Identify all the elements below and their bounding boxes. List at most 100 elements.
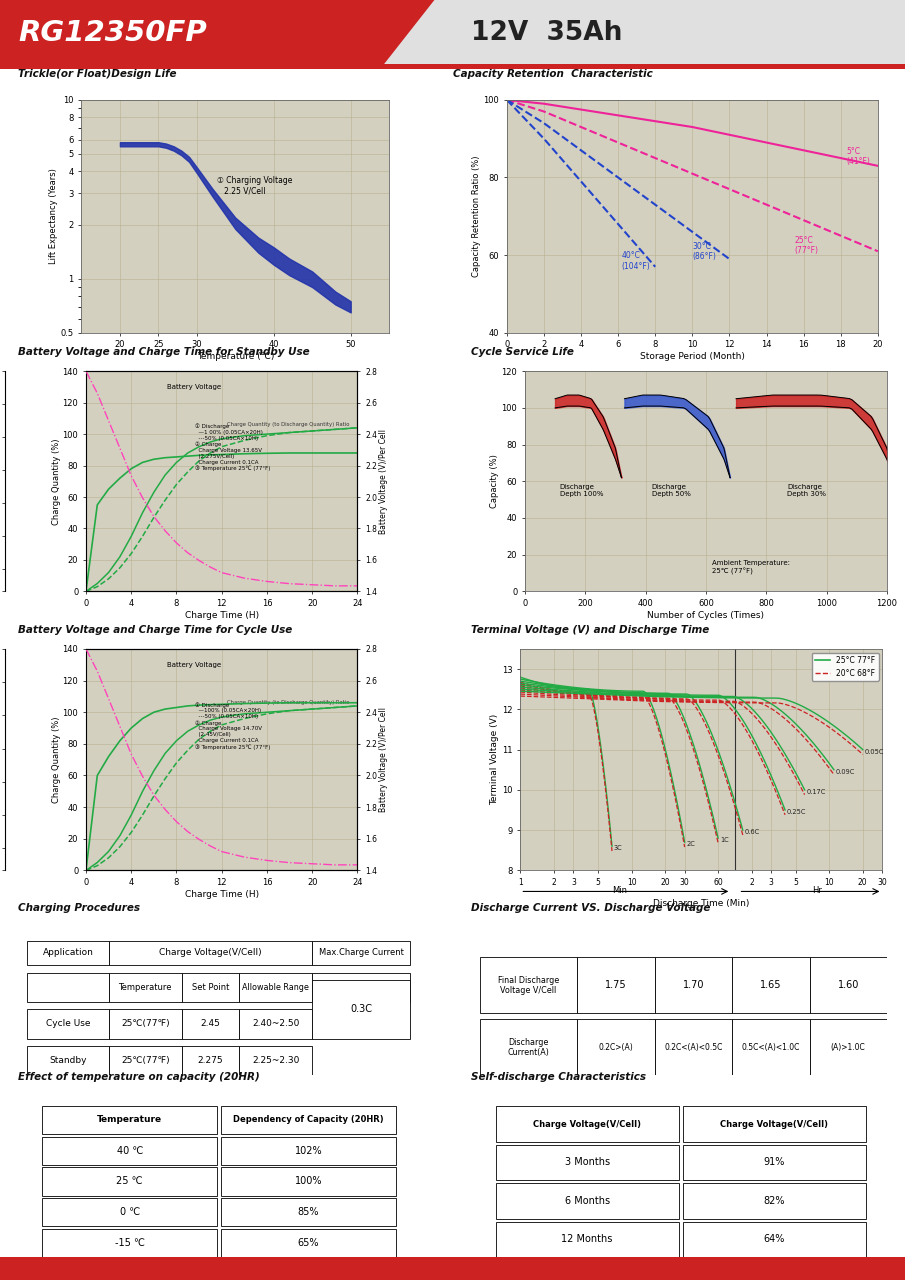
Text: 1.70: 1.70 <box>682 980 704 991</box>
Text: 2.45: 2.45 <box>201 1019 220 1028</box>
Bar <box>109 973 182 1002</box>
Y-axis label: Terminal Voltage (V): Terminal Voltage (V) <box>491 714 500 805</box>
Bar <box>496 1144 679 1180</box>
Bar <box>682 1221 866 1257</box>
Bar <box>109 1010 182 1038</box>
Text: Charge Quantity (to Discharge Quantity) Ratio: Charge Quantity (to Discharge Quantity) … <box>227 700 349 705</box>
Text: Discharge
Depth 100%: Discharge Depth 100% <box>559 484 603 497</box>
Bar <box>221 1198 395 1226</box>
Bar <box>496 1183 679 1219</box>
Text: Max.Charge Current: Max.Charge Current <box>319 948 404 957</box>
Text: Charge Quantity (to Discharge Quantity) Ratio: Charge Quantity (to Discharge Quantity) … <box>227 422 349 428</box>
Bar <box>682 1183 866 1219</box>
Text: Capacity Retention  Characteristic: Capacity Retention Characteristic <box>452 69 653 79</box>
Text: 64%: 64% <box>764 1234 785 1244</box>
Text: 82%: 82% <box>764 1196 785 1206</box>
Bar <box>655 1019 732 1075</box>
Bar <box>809 1019 887 1075</box>
Bar <box>682 1144 866 1180</box>
Text: Discharge Current VS. Discharge Voltage: Discharge Current VS. Discharge Voltage <box>471 902 710 913</box>
Text: Final Discharge
Voltage V/Cell: Final Discharge Voltage V/Cell <box>498 975 559 995</box>
Text: Charge Voltage(V/Cell): Charge Voltage(V/Cell) <box>159 948 262 957</box>
Bar <box>239 1010 312 1038</box>
Text: Battery Voltage: Battery Voltage <box>167 662 222 668</box>
Bar <box>732 1019 810 1075</box>
Text: 0.17C: 0.17C <box>806 788 826 795</box>
Bar <box>27 973 109 1002</box>
Text: Standby: Standby <box>49 1056 87 1065</box>
Bar <box>221 1106 395 1134</box>
Text: 102%: 102% <box>295 1146 322 1156</box>
Bar <box>43 1167 217 1196</box>
Y-axis label: Lift Expectancy (Years): Lift Expectancy (Years) <box>49 169 58 264</box>
Bar <box>43 1229 217 1257</box>
Bar <box>577 957 655 1014</box>
Y-axis label: Capacity Retention Ratio (%): Capacity Retention Ratio (%) <box>472 156 481 276</box>
Text: 1.60: 1.60 <box>837 980 859 991</box>
Text: Allowable Range: Allowable Range <box>243 983 309 992</box>
Bar <box>109 941 312 965</box>
Polygon shape <box>0 0 434 69</box>
Bar <box>182 1010 239 1038</box>
Bar <box>0 64 905 69</box>
Bar <box>732 957 810 1014</box>
Text: Effect of temperature on capacity (20HR): Effect of temperature on capacity (20HR) <box>18 1071 260 1082</box>
Bar <box>239 1046 312 1075</box>
X-axis label: Storage Period (Month): Storage Period (Month) <box>640 352 745 361</box>
Text: 2.275: 2.275 <box>197 1056 224 1065</box>
Y-axis label: Battery Voltage (V)/Per Cell: Battery Voltage (V)/Per Cell <box>378 429 387 534</box>
Text: -15 ℃: -15 ℃ <box>115 1238 145 1248</box>
Text: RG12350FP: RG12350FP <box>18 19 207 47</box>
Text: ① Discharge
  —1 00% (0.05CA×20H)
  ---50% (0.05CA×10H)
② Charge
  Charge Voltag: ① Discharge —1 00% (0.05CA×20H) ---50% (… <box>195 424 270 471</box>
X-axis label: Charge Time (H): Charge Time (H) <box>185 890 259 899</box>
Text: Charge Voltage(V/Cell): Charge Voltage(V/Cell) <box>720 1120 828 1129</box>
Bar <box>655 957 732 1014</box>
Text: Temperature: Temperature <box>119 983 172 992</box>
Text: 25℃(77℉): 25℃(77℉) <box>121 1019 169 1028</box>
Text: Discharge Time (Min): Discharge Time (Min) <box>653 899 749 908</box>
Text: 3C: 3C <box>614 845 623 851</box>
Bar <box>496 1106 679 1142</box>
Text: 25°C
(77°F): 25°C (77°F) <box>795 236 818 255</box>
Text: Trickle(or Float)Design Life: Trickle(or Float)Design Life <box>18 69 176 79</box>
Text: Hr: Hr <box>812 886 822 895</box>
Text: Ambient Temperature:
25℃ (77°F): Ambient Temperature: 25℃ (77°F) <box>712 561 790 575</box>
Bar <box>577 1019 655 1075</box>
Text: Cycle Use: Cycle Use <box>45 1019 90 1028</box>
Text: 3 Months: 3 Months <box>565 1157 610 1167</box>
Bar <box>109 1046 182 1075</box>
Bar <box>27 1010 109 1038</box>
Bar <box>809 957 887 1014</box>
Text: 0.6C: 0.6C <box>745 829 760 835</box>
Text: 1C: 1C <box>719 837 729 844</box>
Y-axis label: Charge Quantity (%): Charge Quantity (%) <box>52 438 62 525</box>
Text: 91%: 91% <box>764 1157 785 1167</box>
X-axis label: Temperature (℃): Temperature (℃) <box>196 352 274 361</box>
Text: 1.65: 1.65 <box>760 980 782 991</box>
Text: 2.25~2.30: 2.25~2.30 <box>252 1056 300 1065</box>
Text: 0.2C<(A)<0.5C: 0.2C<(A)<0.5C <box>664 1043 723 1052</box>
Bar <box>480 1019 577 1075</box>
Text: Battery Voltage: Battery Voltage <box>167 384 222 390</box>
Text: 40°C
(104°F): 40°C (104°F) <box>622 251 651 271</box>
Bar <box>312 941 410 965</box>
Bar <box>27 941 109 965</box>
Text: 40 ℃: 40 ℃ <box>117 1146 143 1156</box>
Bar <box>43 1106 217 1134</box>
Text: 6 Months: 6 Months <box>565 1196 610 1206</box>
Text: Battery Voltage and Charge Time for Cycle Use: Battery Voltage and Charge Time for Cycl… <box>18 625 292 635</box>
Text: 5°C
(41°F): 5°C (41°F) <box>846 146 871 166</box>
Text: Discharge
Depth 30%: Discharge Depth 30% <box>787 484 826 497</box>
Y-axis label: Capacity (%): Capacity (%) <box>490 454 499 508</box>
Text: 1.75: 1.75 <box>605 980 627 991</box>
Text: Application: Application <box>43 948 93 957</box>
Text: Temperature: Temperature <box>97 1115 162 1124</box>
Text: 0.2C>(A): 0.2C>(A) <box>599 1043 634 1052</box>
Text: 100%: 100% <box>295 1176 322 1187</box>
Text: Discharge
Current(A): Discharge Current(A) <box>508 1038 549 1057</box>
X-axis label: Charge Time (H): Charge Time (H) <box>185 611 259 620</box>
Text: 0.25C: 0.25C <box>786 809 806 815</box>
Text: ① Discharge
  —100% (0.05CA×20H)
  ---50% (0.05CA×10H)
② Charge
  Charge Voltage: ① Discharge —100% (0.05CA×20H) ---50% (0… <box>195 701 270 750</box>
Text: 2.40~2.50: 2.40~2.50 <box>252 1019 300 1028</box>
Text: Discharge
Depth 50%: Discharge Depth 50% <box>652 484 691 497</box>
